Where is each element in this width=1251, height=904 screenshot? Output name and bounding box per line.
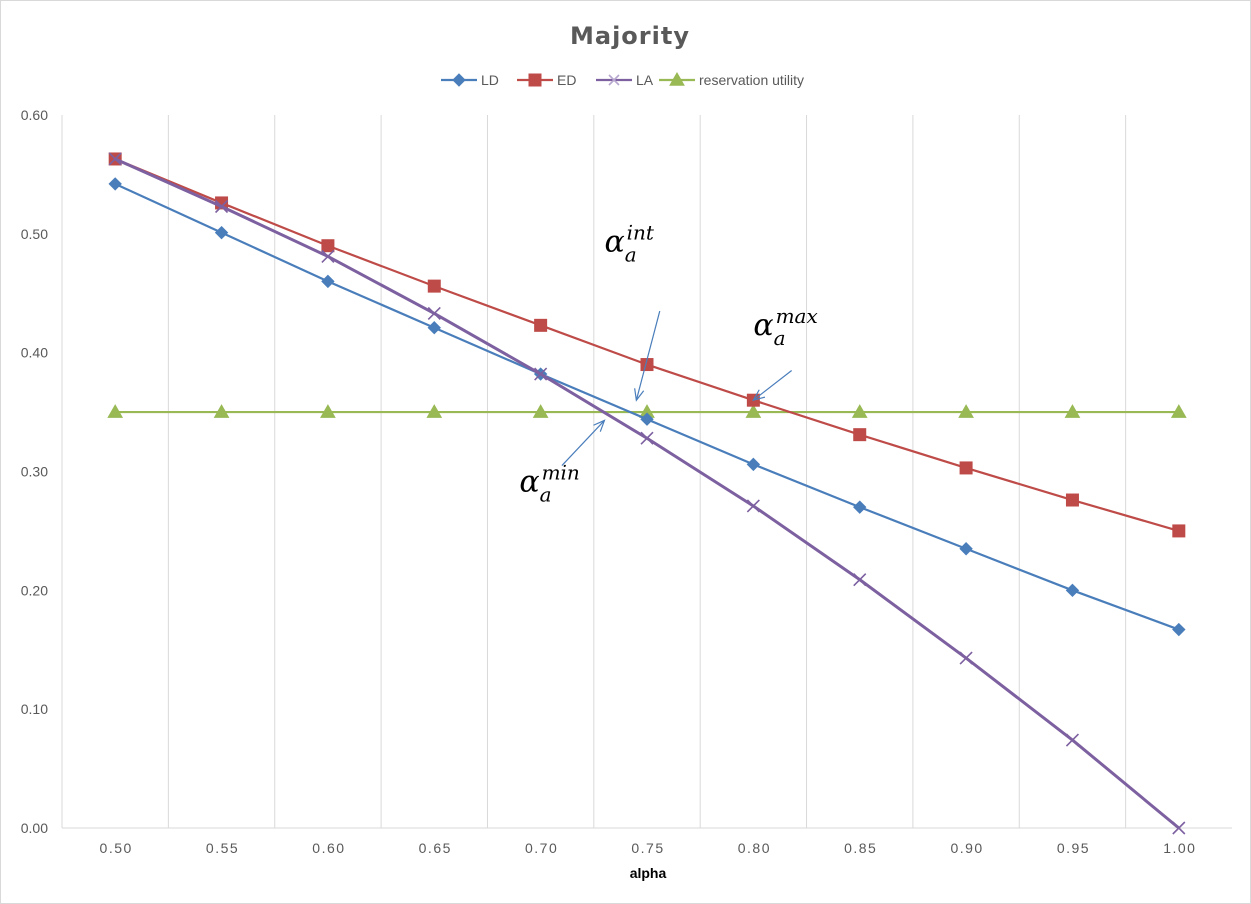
gridlines (167, 115, 1127, 828)
data-point-ld (746, 457, 761, 472)
legend-marker-ed (528, 73, 542, 87)
data-point-ld (427, 321, 441, 335)
data-point-reservation-utility (213, 404, 230, 418)
annotation-alpha-min-label: αamin (519, 461, 579, 507)
data-point-ld (853, 500, 867, 514)
annotation-arrowhead-max (752, 389, 766, 402)
data-point-ed (534, 318, 548, 332)
annotation-alpha-max-label: αamax (753, 304, 817, 350)
data-point-la (427, 306, 441, 321)
data-point-la (640, 431, 654, 445)
legend-marker-ld (452, 73, 466, 87)
annotations: αaint αamax αamin (519, 221, 817, 507)
x-tick-label: 0.60 (312, 840, 345, 856)
x-tick-label: 0.55 (206, 840, 239, 856)
data-point-ld (321, 274, 335, 289)
annotation-arrowhead-int (634, 388, 645, 402)
data-point-ld (1172, 622, 1186, 637)
data-point-reservation-utility (745, 404, 762, 418)
y-tick-label: 0.20 (21, 582, 48, 598)
data-point-reservation-utility (851, 404, 868, 418)
data-point-reservation-utility (958, 404, 974, 418)
data-point-reservation-utility (426, 404, 443, 418)
legend: LD ED LA reservation utility (441, 71, 804, 88)
data-point-ld (1065, 583, 1080, 598)
x-axis-title: alpha (630, 865, 667, 881)
annotation-arrow-min (561, 419, 605, 466)
legend-item-ed: ED (517, 72, 576, 88)
x-tick-label: 0.90 (950, 840, 983, 856)
data-point-ld (214, 225, 229, 240)
x-tick-label: 0.50 (100, 840, 133, 856)
data-point-la (214, 199, 229, 214)
data-point-ed (853, 428, 867, 442)
data-point-ed (959, 461, 973, 475)
data-point-reservation-utility (532, 404, 549, 418)
y-tick-label: 0.10 (21, 701, 48, 717)
y-tick-label: 0.00 (21, 820, 48, 836)
series-layer (107, 152, 1187, 835)
x-tick-label: 1.00 (1163, 840, 1196, 856)
legend-marker-la (608, 74, 620, 86)
series-la (108, 152, 1186, 835)
data-point-la (959, 651, 973, 665)
legend-item-la: LA (596, 72, 654, 88)
data-point-reservation-utility (320, 404, 336, 418)
data-point-la (1065, 733, 1080, 747)
legend-label-ed: ED (557, 72, 576, 88)
data-point-ld (640, 412, 654, 426)
legend-label-ld: LD (481, 72, 499, 88)
axes (61, 115, 1232, 829)
data-point-la (746, 499, 760, 513)
data-point-la (1172, 821, 1186, 835)
data-point-reservation-utility (1064, 404, 1081, 418)
series-ed (108, 152, 1186, 538)
legend-label-reservation-utility: reservation utility (699, 72, 804, 88)
x-tick-label: 0.95 (1057, 840, 1090, 856)
data-point-la (108, 152, 122, 166)
x-tick-label: 0.75 (631, 840, 664, 856)
legend-item-reservation-utility: reservation utility (659, 71, 804, 88)
annotation-arrowhead-min (593, 419, 606, 432)
data-point-ed (1065, 493, 1079, 507)
legend-label-la: LA (636, 72, 654, 88)
annotation-alpha-int: αaint (604, 221, 661, 402)
y-tick-label: 0.50 (21, 226, 48, 242)
data-point-reservation-utility (107, 404, 124, 418)
x-tick-label: 0.80 (738, 840, 771, 856)
data-point-reservation-utility (1170, 404, 1187, 418)
data-point-la (853, 573, 867, 587)
series-ld (108, 177, 1186, 637)
x-axis-tick-labels: 0.50 0.55 0.60 0.65 0.70 0.75 0.80 0.85 0.90 0.95… (100, 840, 1196, 856)
legend-item-ld: LD (441, 72, 499, 88)
annotation-arrow-max (752, 370, 793, 401)
y-tick-label: 0.60 (21, 107, 48, 123)
x-tick-label: 0.70 (525, 840, 558, 856)
chart-title: Majority (570, 22, 690, 50)
annotation-alpha-min: αamin (519, 419, 606, 507)
series-reservation-utility (107, 404, 1187, 418)
data-point-la (321, 249, 335, 263)
data-point-ed (427, 279, 441, 293)
y-tick-label: 0.30 (21, 464, 48, 480)
annotation-arrow-int (635, 310, 661, 401)
legend-marker-reservation-utility (669, 71, 685, 86)
data-point-ed (321, 239, 335, 253)
annotation-alpha-max: αamax (752, 304, 818, 402)
y-tick-label: 0.40 (21, 345, 48, 361)
data-point-la (534, 367, 548, 381)
x-tick-label: 0.65 (419, 840, 452, 856)
data-point-ed (1172, 524, 1186, 538)
annotation-alpha-int-label: αaint (604, 221, 654, 267)
x-tick-label: 0.85 (844, 840, 877, 856)
data-point-ld (108, 177, 122, 191)
y-axis-tick-labels: 0.00 0.10 0.20 0.30 0.40 0.50 0.60 (21, 107, 48, 836)
data-point-ld (959, 542, 973, 556)
